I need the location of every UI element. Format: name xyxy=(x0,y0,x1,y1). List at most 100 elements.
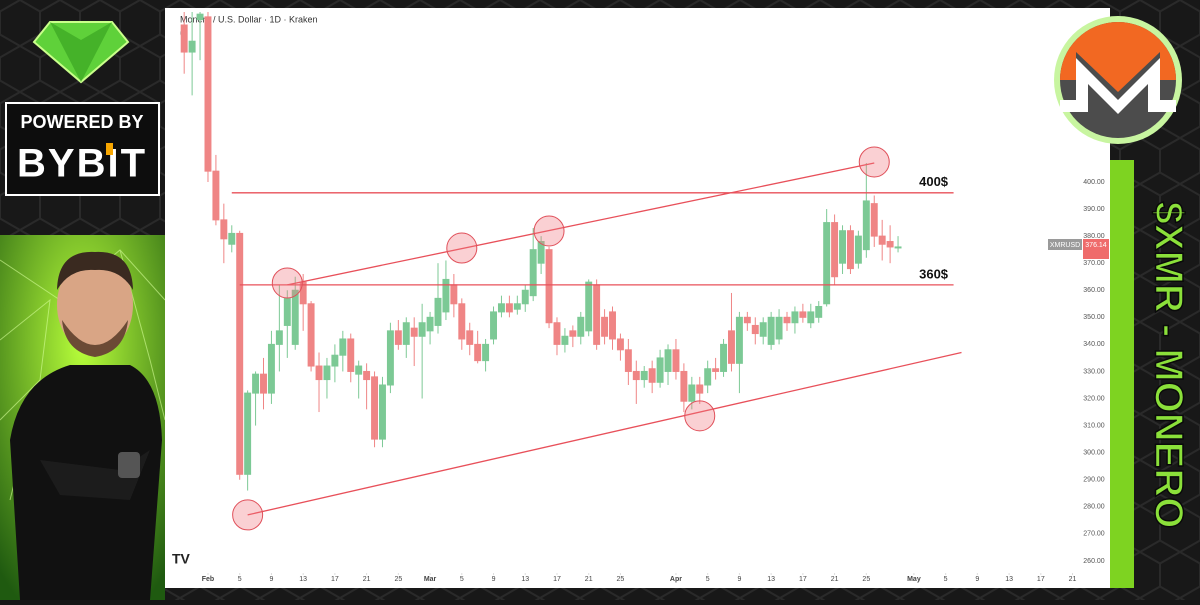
candle-body xyxy=(601,316,609,337)
right-decor: $XMR - MONERO xyxy=(1054,16,1191,529)
watch xyxy=(118,452,140,478)
level-label: 360$ xyxy=(919,266,949,281)
brand: BYBIT xyxy=(17,142,147,186)
candle-body xyxy=(386,330,394,386)
x-tick-label: 21 xyxy=(831,576,839,583)
candle-body xyxy=(260,373,267,394)
person-beard xyxy=(62,320,128,357)
candle-body xyxy=(735,316,743,364)
x-tick-label: 13 xyxy=(521,576,529,583)
candle-body xyxy=(529,249,537,297)
candle-body xyxy=(862,200,870,251)
x-tick-label: 9 xyxy=(492,576,496,583)
candle-body xyxy=(846,230,854,270)
symbol: XMRUSD xyxy=(1050,242,1080,249)
candle-body xyxy=(418,322,426,337)
candle-body xyxy=(632,370,640,381)
powered-by: POWERED BY xyxy=(20,112,143,132)
candle-body xyxy=(823,222,831,305)
x-tick-label: 5 xyxy=(944,576,948,583)
candle-body xyxy=(394,330,402,345)
x-tick-label: 17 xyxy=(1037,576,1045,583)
candle-body xyxy=(712,368,720,372)
candle-body xyxy=(188,40,196,53)
candle-body xyxy=(664,349,672,372)
candle-body xyxy=(347,338,355,372)
candle-body xyxy=(751,324,759,335)
candle-body xyxy=(886,241,894,248)
highlight xyxy=(684,400,716,432)
candle-body xyxy=(291,289,299,345)
candle-body xyxy=(402,322,410,345)
candle-body xyxy=(537,241,545,264)
trend-line xyxy=(247,351,962,516)
candle-body xyxy=(878,235,886,245)
candle-body xyxy=(267,343,275,394)
y-tick-label: 280.00 xyxy=(1083,504,1105,511)
x-tick-label: Apr xyxy=(670,576,682,583)
candle-body xyxy=(783,316,791,324)
last-price: 376.14 xyxy=(1085,242,1107,249)
y-tick-label: 330.00 xyxy=(1083,368,1105,375)
x-tick-label: 5 xyxy=(238,576,242,583)
candle-body xyxy=(688,384,696,402)
candle-body xyxy=(553,322,561,345)
y-tick-label: 310.00 xyxy=(1083,422,1105,429)
candle-body xyxy=(728,330,735,364)
x-tick-label: 13 xyxy=(767,576,775,583)
x-tick-label: 21 xyxy=(585,576,593,583)
candle-body xyxy=(545,249,553,324)
x-tick-label: 9 xyxy=(975,576,979,583)
candle-body xyxy=(236,232,244,475)
candle-body xyxy=(759,322,767,337)
candle-body xyxy=(307,303,315,367)
candle-body xyxy=(196,13,204,21)
x-tick-label: 5 xyxy=(460,576,464,583)
candle-body xyxy=(379,384,386,440)
trend-line xyxy=(287,162,875,286)
candle-body xyxy=(561,335,569,345)
candle-body xyxy=(331,354,339,367)
x-tick-label: 25 xyxy=(617,576,625,583)
candle-body xyxy=(521,289,529,305)
level-label: 400$ xyxy=(919,174,949,189)
y-tick-label: 350.00 xyxy=(1083,314,1105,321)
candle-body xyxy=(656,357,664,383)
x-tick-label: May xyxy=(907,576,921,583)
x-tick-label: 21 xyxy=(363,576,371,583)
candle-body xyxy=(720,343,728,372)
symbol-box xyxy=(1048,239,1082,250)
frame xyxy=(1110,160,1134,588)
candle-body xyxy=(323,365,331,381)
candle-body xyxy=(339,338,347,356)
person-hair xyxy=(57,251,133,290)
candle-body xyxy=(180,24,188,53)
candle-body xyxy=(204,16,212,172)
y-tick-label: 270.00 xyxy=(1083,531,1105,538)
x-tick-label: 25 xyxy=(862,576,870,583)
candle-body xyxy=(831,222,839,278)
price-box xyxy=(1083,239,1109,259)
candle-body xyxy=(442,278,450,313)
y-tick-label: 380.00 xyxy=(1083,233,1105,240)
candle-body xyxy=(569,330,577,337)
candle-body xyxy=(497,303,505,313)
candle-body xyxy=(593,284,601,345)
candle-body xyxy=(466,330,474,345)
candle-body xyxy=(799,311,807,318)
y-tick-label: 370.00 xyxy=(1083,260,1105,267)
candle-body xyxy=(490,311,497,340)
candle-body xyxy=(434,297,442,326)
logo-facet xyxy=(50,22,112,82)
chart-panel xyxy=(165,8,1110,588)
candle-body xyxy=(363,370,371,381)
candle-body xyxy=(410,327,418,337)
candle-body xyxy=(283,297,291,326)
y-tick-label: 360.00 xyxy=(1083,287,1105,294)
candle-body xyxy=(228,232,236,245)
candle-body xyxy=(450,284,458,305)
candle-body xyxy=(458,303,466,340)
y-tick-label: 320.00 xyxy=(1083,395,1105,402)
candle-body xyxy=(696,384,704,394)
